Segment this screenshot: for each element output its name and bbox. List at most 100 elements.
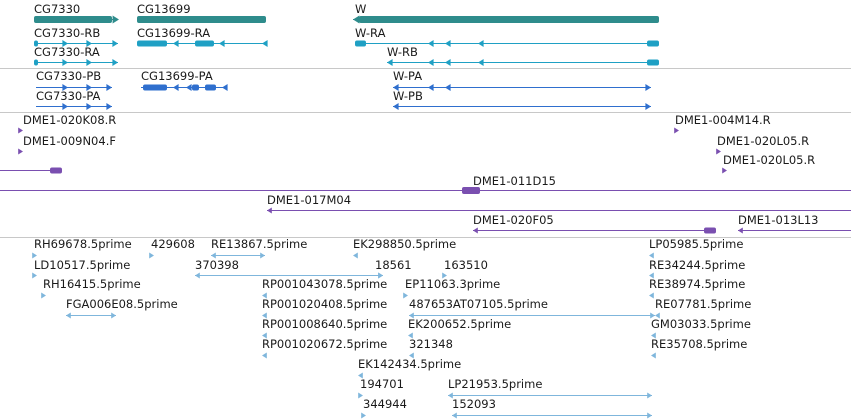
est-strand-arrow	[448, 392, 453, 399]
clone-feature[interactable]: DME1-009N04.F	[18, 134, 116, 155]
transcript-exon-block	[647, 40, 659, 47]
transcript-strand-arrow	[445, 59, 451, 66]
est-feature[interactable]: 370398	[195, 258, 383, 279]
transcript-feature[interactable]: CG7330-RA	[34, 45, 118, 66]
gene-feature[interactable]: CG13699	[137, 2, 266, 23]
est-feature[interactable]: EP11063.3prime	[403, 277, 500, 299]
protein-strand-arrow	[186, 84, 192, 91]
est-feature[interactable]: RP001043078.5prime	[262, 277, 387, 299]
est-strand-arrow	[442, 272, 447, 279]
clone-strand-arrow	[716, 148, 721, 155]
protein-feature[interactable]: CG7330-PB	[36, 69, 112, 91]
clone-feature[interactable]	[0, 167, 62, 174]
est-label: EP11063.3prime	[405, 277, 500, 291]
protein-feature[interactable]: CG13699-PA	[141, 69, 228, 91]
est-feature[interactable]: RE07781.5prime	[655, 297, 751, 319]
est-feature[interactable]: EK142434.5prime	[358, 357, 461, 379]
est-feature[interactable]: RE35708.5prime	[651, 337, 747, 359]
clone-feature[interactable]: DME1-020L05.R	[722, 153, 815, 174]
protein-feature[interactable]: W-PA	[393, 69, 651, 91]
est-strand-arrow	[353, 252, 358, 259]
est-label: EK298850.5prime	[353, 237, 456, 251]
est-feature[interactable]: RE38974.5prime	[649, 277, 745, 299]
est-feature[interactable]: GM03033.5prime	[651, 317, 751, 339]
clone-feature[interactable]: DME1-004M14.R	[674, 113, 771, 134]
transcript-feature[interactable]: CG7330-RB	[34, 26, 118, 47]
clone-feature[interactable]: DME1-013L13	[738, 213, 851, 234]
clone-feature[interactable]: DME1-020K08.R	[18, 113, 116, 134]
protein-strand-arrow	[645, 103, 651, 110]
est-label: RE07781.5prime	[655, 297, 751, 311]
clone-feature[interactable]: DME1-011D15	[0, 174, 851, 194]
est-label: 487653AT07105.5prime	[409, 297, 548, 311]
est-feature[interactable]: LP21953.5prime	[448, 377, 652, 399]
clone-feature[interactable]: DME1-020L05.R	[716, 134, 809, 155]
est-feature[interactable]: 152093	[452, 397, 652, 419]
est-feature[interactable]: EK298850.5prime	[353, 237, 456, 259]
protein-strand-arrow	[106, 84, 112, 91]
protein-label: CG7330-PA	[36, 89, 101, 103]
gene-feature[interactable]: W	[353, 2, 659, 24]
est-label: RE34244.5prime	[649, 258, 745, 272]
transcript-label: W-RB	[387, 45, 418, 59]
est-strand-arrow	[195, 272, 200, 279]
est-strand-arrow	[403, 292, 408, 299]
gene-exon-block	[359, 16, 659, 23]
est-label: EK142434.5prime	[358, 357, 461, 371]
est-label: LP05985.5prime	[649, 237, 743, 251]
est-feature[interactable]: EK200652.5prime	[408, 317, 511, 339]
est-feature[interactable]: RP001020672.5prime	[262, 337, 387, 359]
est-feature[interactable]: RH69678.5prime	[32, 237, 132, 259]
protein-strand-arrow	[86, 103, 92, 110]
gene-exon-block	[34, 16, 112, 23]
est-feature[interactable]: 344944	[361, 397, 407, 419]
transcript-strand-arrow	[262, 40, 268, 47]
est-feature[interactable]: 18561	[375, 258, 412, 279]
est-strand-arrow	[647, 412, 652, 419]
transcript-feature[interactable]: W-RA	[355, 26, 659, 47]
clone-strand-arrow	[18, 127, 23, 134]
clone-label: DME1-011D15	[473, 174, 556, 188]
est-feature[interactable]: FGA006E08.5prime	[66, 297, 178, 319]
est-feature[interactable]: RH16415.5prime	[41, 277, 141, 299]
protein-strand-arrow	[445, 84, 451, 91]
est-strand-arrow	[649, 292, 654, 299]
est-feature[interactable]: LP05985.5prime	[649, 237, 743, 259]
est-strand-arrow	[361, 412, 366, 419]
clone-exon-block	[462, 187, 480, 194]
est-feature[interactable]: RP001020408.5prime	[262, 297, 387, 319]
transcript-strand-arrow	[478, 40, 484, 47]
protein-feature[interactable]: W-PB	[393, 89, 651, 110]
gene-feature[interactable]: CG7330	[34, 2, 119, 24]
transcript-feature[interactable]: CG13699-RA	[137, 26, 268, 47]
protein-strand-arrow	[393, 103, 399, 110]
transcript-feature[interactable]: W-RB	[387, 45, 659, 66]
protein-strand-arrow	[222, 84, 228, 91]
transcript-exon-block	[647, 59, 659, 66]
est-label: LD10517.5prime	[34, 258, 130, 272]
protein-exon-block	[143, 84, 167, 91]
est-feature[interactable]: 194701	[358, 377, 404, 399]
est-label: RH16415.5prime	[43, 277, 141, 291]
est-feature[interactable]: RP001008640.5prime	[262, 317, 387, 339]
clone-feature[interactable]: DME1-017M04	[267, 193, 851, 214]
est-feature[interactable]: RE34244.5prime	[649, 258, 745, 279]
est-feature[interactable]: 487653AT07105.5prime	[409, 297, 655, 319]
protein-feature[interactable]: CG7330-PA	[36, 89, 112, 110]
clone-label: DME1-017M04	[267, 193, 351, 207]
clone-label: DME1-020L05.R	[723, 153, 815, 167]
est-strand-arrow	[650, 312, 655, 319]
est-label: 18561	[375, 258, 412, 272]
est-feature[interactable]: LD10517.5prime	[32, 258, 130, 279]
est-strand-arrow	[409, 352, 414, 359]
clone-feature[interactable]: DME1-020F05	[473, 213, 716, 234]
est-feature[interactable]: 429608	[149, 237, 195, 259]
est-strand-arrow	[262, 352, 267, 359]
est-strand-arrow	[649, 252, 654, 259]
est-feature[interactable]: 321348	[409, 337, 453, 359]
gene-label: W	[355, 2, 366, 16]
transcript-strand-arrow	[112, 40, 118, 47]
est-feature[interactable]: 163510	[442, 258, 488, 279]
est-label: RE35708.5prime	[651, 337, 747, 351]
est-feature[interactable]: RE13867.5prime	[211, 237, 307, 259]
